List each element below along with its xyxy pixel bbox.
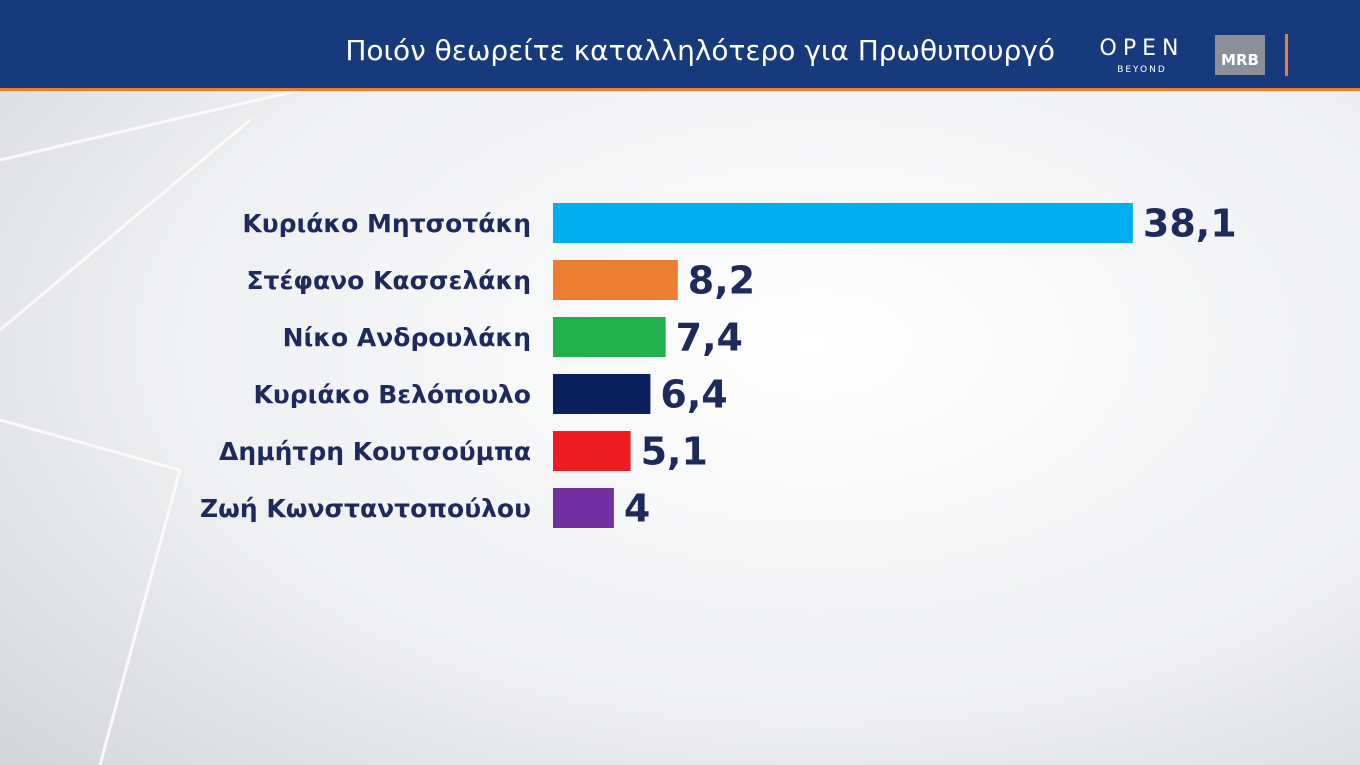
logo-sub: BEYOND: [1117, 65, 1167, 75]
divider: [1285, 34, 1288, 76]
category-label: Κυριάκο Μητσοτάκη: [242, 209, 531, 238]
chart-title: Ποιόν θεωρείτε καταλληλότερο για Πρωθυπο…: [345, 34, 1055, 67]
source-badge: [1215, 35, 1265, 75]
source: MRB: [1221, 51, 1259, 69]
value-label: 7,4: [676, 316, 743, 360]
logo: OPEN: [1100, 36, 1185, 61]
category-label: Δημήτρη Κουτσούμπα: [219, 437, 531, 466]
category-label: Ζωή Κωνσταντοπούλου: [200, 494, 531, 523]
bar: [553, 374, 651, 414]
value-label: 5,1: [641, 430, 708, 474]
header-stripe: [0, 88, 1360, 91]
category-label: Νίκο Ανδρουλάκη: [283, 323, 531, 352]
bar: [553, 260, 678, 300]
value-label: 38,1: [1143, 202, 1237, 246]
bar: [553, 431, 631, 471]
value-label: 8,2: [688, 259, 755, 303]
decoration: [0, 88, 301, 765]
category-label: Στέφανο Κασσελάκη: [246, 266, 531, 295]
bar: [553, 317, 666, 357]
bar: [553, 203, 1133, 243]
value-label: 6,4: [660, 373, 727, 417]
value-label: 4: [624, 487, 650, 531]
category-label: Κυριάκο Βελόπουλο: [253, 380, 531, 409]
bar: [553, 488, 614, 528]
header-bar: [0, 0, 1360, 88]
